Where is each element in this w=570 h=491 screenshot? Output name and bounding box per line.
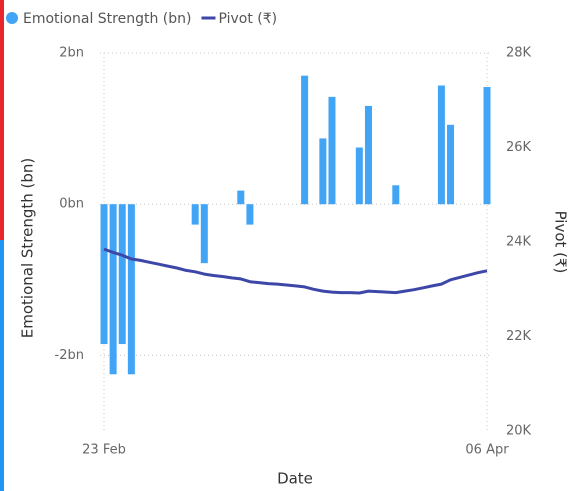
- bar: [237, 190, 245, 205]
- x-tick-label: 23 Feb: [82, 443, 126, 458]
- bar: [118, 204, 126, 345]
- bar: [127, 204, 135, 375]
- y-tick-label: -2bn: [55, 348, 84, 363]
- y-axis-title: Emotional Strength (bn): [19, 158, 37, 339]
- bar: [355, 147, 363, 205]
- bar: [319, 138, 327, 205]
- y2-axis-title: Pivot (₹): [552, 211, 570, 274]
- y2-tick-label: 28K: [506, 46, 532, 61]
- y2-tick-label: 24K: [506, 235, 532, 250]
- line: [103, 247, 488, 295]
- bar: [100, 204, 108, 345]
- bar: [328, 96, 336, 205]
- bar: [437, 85, 445, 205]
- bar: [364, 105, 372, 205]
- bar: [483, 87, 491, 205]
- bar: [200, 204, 208, 264]
- y2-tick-label: 20K: [506, 424, 532, 439]
- bar: [246, 204, 254, 225]
- accent-bar: [0, 240, 4, 491]
- bar: [109, 204, 117, 375]
- y2-tick-label: 26K: [506, 140, 532, 155]
- y-tick-label: 0bn: [59, 197, 84, 212]
- y-tick-label: 2bn: [59, 46, 84, 61]
- legend-label: Emotional Strength (bn): [23, 11, 191, 27]
- bar: [392, 185, 400, 205]
- accent-bar: [0, 0, 4, 240]
- x-tick-label: 06 Apr: [465, 443, 509, 458]
- legend-label: Pivot (₹): [218, 11, 277, 27]
- bar: [191, 204, 199, 225]
- y2-tick-label: 22K: [506, 329, 532, 344]
- bar: [301, 75, 309, 205]
- bar: [447, 124, 455, 205]
- x-axis-title: Date: [277, 470, 313, 488]
- legend-marker: [6, 12, 18, 24]
